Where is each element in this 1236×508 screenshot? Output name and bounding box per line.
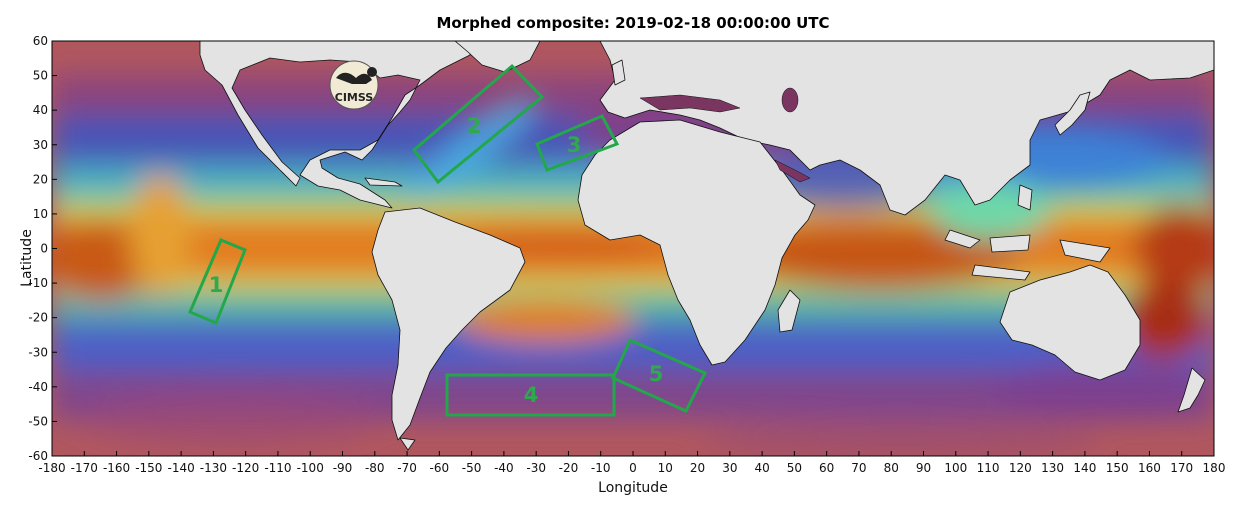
x-tick-label: -180 xyxy=(38,461,65,475)
x-tick-label: -170 xyxy=(71,461,98,475)
analysis-box-1 xyxy=(188,238,247,325)
chart-title: Morphed composite: 2019-02-18 00:00:00 U… xyxy=(436,14,830,32)
x-tick-label: 80 xyxy=(884,461,899,475)
inland-seas xyxy=(639,87,811,183)
x-tick-label: -70 xyxy=(397,461,417,475)
x-tick-label: -60 xyxy=(430,461,450,475)
y-tick-label: 20 xyxy=(33,172,48,186)
x-tick-label: 120 xyxy=(1009,461,1032,475)
x-tick-label: 160 xyxy=(1138,461,1161,475)
box-label-4: 4 xyxy=(524,383,539,407)
x-tick-label: 110 xyxy=(977,461,1000,475)
x-tick-label: -30 xyxy=(526,461,546,475)
x-tick-label: 10 xyxy=(658,461,673,475)
cimss-logo: CIMSS xyxy=(329,60,379,110)
x-tick-label: -50 xyxy=(462,461,482,475)
x-tick-label: -120 xyxy=(232,461,259,475)
analysis-box-4 xyxy=(445,373,616,417)
x-tick-label: -40 xyxy=(494,461,514,475)
y-axis-ticks: 60 50 40 30 20 10 0 -10 -20 -30 -40 -50 -60 xyxy=(28,34,57,463)
x-tick-label: 150 xyxy=(1106,461,1129,475)
y-tick-label: 10 xyxy=(33,207,48,221)
x-tick-label: 0 xyxy=(629,461,637,475)
continents xyxy=(199,41,1214,451)
x-tick-label: 50 xyxy=(787,461,802,475)
x-tick-label: -140 xyxy=(167,461,194,475)
x-tick-label: -20 xyxy=(559,461,579,475)
x-tick-label: -80 xyxy=(365,461,385,475)
x-tick-label: -150 xyxy=(135,461,162,475)
y-tick-label: -60 xyxy=(28,449,48,463)
x-tick-label: 130 xyxy=(1041,461,1064,475)
y-tick-label: 40 xyxy=(33,103,48,117)
y-tick-label: 60 xyxy=(33,34,48,48)
y-tick-label: 30 xyxy=(33,138,48,152)
y-tick-label: -40 xyxy=(28,380,48,394)
x-tick-label: 20 xyxy=(690,461,705,475)
x-axis-label: Longitude xyxy=(598,480,668,496)
analysis-boxes xyxy=(188,63,708,417)
x-tick-label: -160 xyxy=(103,461,130,475)
box-label-1: 1 xyxy=(209,273,224,297)
x-tick-label: -10 xyxy=(591,461,611,475)
x-tick-label: 70 xyxy=(851,461,866,475)
x-tick-label: 170 xyxy=(1170,461,1193,475)
x-tick-label: 140 xyxy=(1073,461,1096,475)
y-tick-label: 50 xyxy=(33,69,48,83)
x-tick-label: 30 xyxy=(722,461,737,475)
box-label-2: 2 xyxy=(467,114,482,138)
x-tick-label: 60 xyxy=(819,461,834,475)
logo-label: CIMSS xyxy=(335,91,374,104)
box-label-3: 3 xyxy=(567,133,582,157)
y-tick-label: -10 xyxy=(28,276,48,290)
x-tick-label: 90 xyxy=(916,461,931,475)
analysis-box-5 xyxy=(611,338,708,413)
x-tick-label: -100 xyxy=(297,461,324,475)
y-tick-label: 0 xyxy=(40,242,48,256)
x-tick-label: -110 xyxy=(264,461,291,475)
y-tick-label: -50 xyxy=(28,414,48,428)
y-tick-label: -20 xyxy=(28,311,48,325)
y-tick-label: -30 xyxy=(28,345,48,359)
x-tick-label: -90 xyxy=(333,461,353,475)
x-tick-label: 180 xyxy=(1203,461,1226,475)
x-tick-label: 100 xyxy=(944,461,967,475)
x-axis-ticks: -180 -170 -160 -150 -140 -130 -120 -110 -100 -90-… xyxy=(38,451,1225,475)
analysis-box-2 xyxy=(411,63,545,185)
analysis-box-labels: 1 2 3 4 5 xyxy=(209,114,664,407)
box-label-5: 5 xyxy=(649,362,664,386)
x-tick-label: 40 xyxy=(754,461,769,475)
x-tick-label: -130 xyxy=(200,461,227,475)
analysis-box-3 xyxy=(535,114,620,172)
